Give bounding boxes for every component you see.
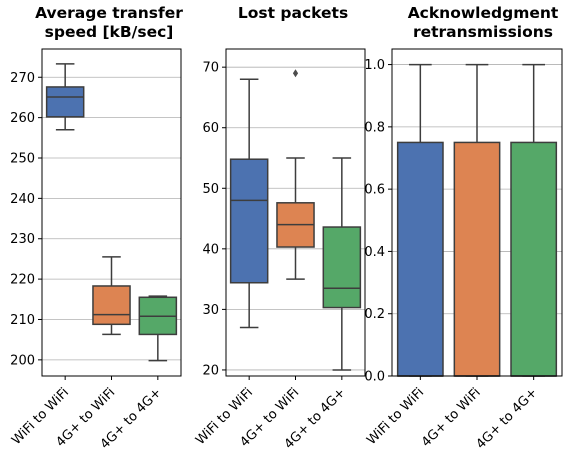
y-tick-label: 200	[10, 353, 35, 368]
y-tick-label: 70	[202, 61, 219, 76]
chart-panel-1: Average transfer speed [kB/sec] 200 210 220 2…	[9, 4, 183, 452]
axes-frame	[41, 48, 182, 377]
box-2	[92, 256, 131, 336]
chart-title: Average transfer speed [kB/sec]	[35, 4, 183, 41]
axes-frame	[225, 48, 366, 377]
box-body	[396, 141, 444, 377]
box-2	[276, 69, 315, 280]
y-tick-label: 40	[202, 242, 219, 257]
chart-title-line: Acknowledgment	[408, 4, 559, 22]
box-body	[92, 285, 131, 326]
y-tick-label: 0.2	[364, 307, 385, 322]
chart-panel-3: Acknowledgment retransmissions 0.0 0.2 0.4 0.…	[364, 4, 563, 452]
box-body	[510, 141, 558, 377]
chart-title-line: speed [kB/sec]	[45, 23, 174, 41]
box-2	[453, 63, 501, 377]
x-tick-label: 4G+ to 4G+	[473, 385, 540, 452]
box-3	[138, 295, 178, 362]
x-tick-label: WiFi to WiFi	[364, 385, 427, 448]
y-tick-label: 60	[202, 121, 219, 136]
y-tick-label: 1.0	[364, 58, 385, 73]
box-body	[229, 158, 269, 284]
box-body	[45, 86, 85, 118]
box-1	[45, 63, 85, 131]
y-tick-label: 260	[10, 111, 35, 126]
box-3	[322, 157, 362, 371]
chart-title: Lost packets	[238, 4, 348, 22]
y-tick-label: 220	[10, 273, 35, 288]
y-tick-label: 240	[10, 192, 35, 207]
box-3	[510, 63, 558, 377]
chart-title-line: Lost packets	[238, 4, 348, 22]
y-tick-label: 210	[10, 313, 35, 328]
y-tick-label: 50	[202, 182, 219, 197]
outlier-point	[292, 69, 299, 78]
y-tick-label: 250	[10, 152, 35, 167]
y-tick-label: 30	[202, 303, 219, 318]
axes-frame	[391, 48, 563, 377]
y-tick-label: 230	[10, 232, 35, 247]
chart-title-line: Average transfer	[35, 4, 183, 22]
box-1	[396, 63, 444, 377]
y-tick-label: 270	[10, 71, 35, 86]
box-body	[453, 141, 501, 377]
y-tick-label: 0.0	[364, 370, 385, 385]
chart-title-line: retransmissions	[413, 23, 553, 41]
box-1	[229, 78, 269, 329]
y-tick-label: 0.4	[364, 245, 385, 260]
y-tick-label: 20	[202, 363, 219, 378]
box-body	[322, 226, 362, 309]
y-tick-label: 0.6	[364, 183, 385, 198]
chart-title: Acknowledgment retransmissions	[408, 4, 559, 41]
y-tick-label: 0.8	[364, 120, 385, 135]
